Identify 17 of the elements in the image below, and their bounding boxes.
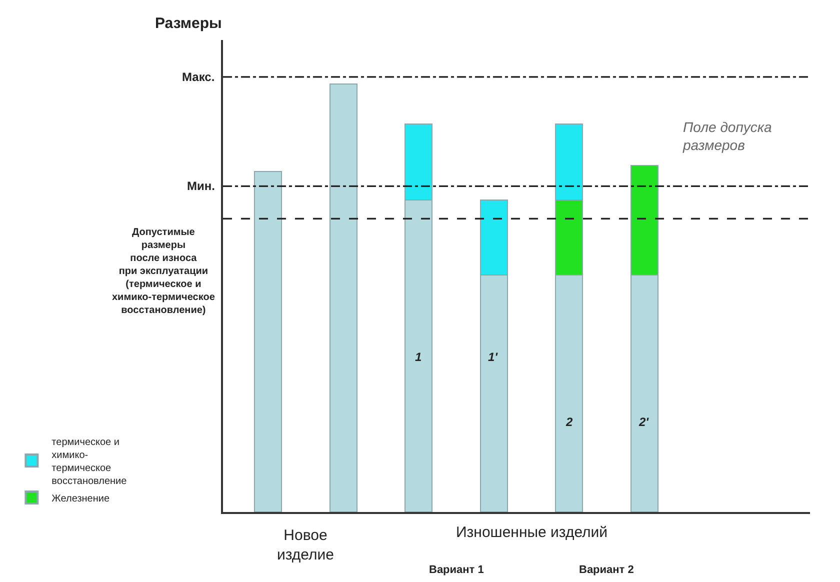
y-axis-title: Размеры	[155, 15, 222, 32]
text: Вариант 2	[579, 564, 634, 576]
text: Новое изделие	[277, 527, 334, 564]
bar	[329, 83, 358, 512]
ref-line-label: Допустимые размеры после износа при эксплуатации (термическое и химико-термическое восстановление)	[112, 227, 216, 316]
annotation: 1	[415, 350, 422, 364]
text: Изношенные изделий	[456, 524, 608, 541]
legend-label: термическое и химико- термическое восстановление	[52, 436, 128, 487]
bar	[254, 171, 282, 512]
ref-line-label: Мин.	[187, 179, 215, 193]
text: Вариант 1	[429, 564, 484, 576]
annotation: 1'	[488, 350, 499, 364]
annotation: 2	[565, 415, 573, 429]
ref-line-label: Макс.	[182, 70, 215, 84]
legend-label: Железнение	[52, 493, 110, 504]
annotation: 2'	[638, 415, 650, 429]
text: Поле допуска размеров	[682, 119, 772, 154]
